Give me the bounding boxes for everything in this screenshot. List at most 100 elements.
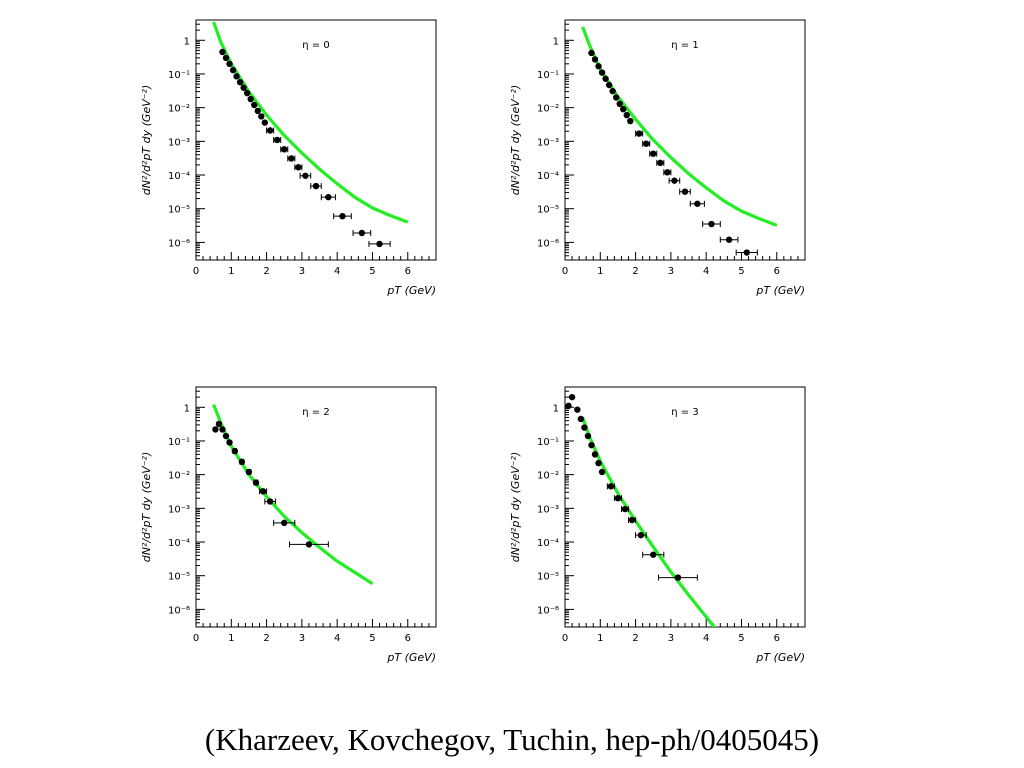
y-tick-label: 10⁻⁶ — [168, 605, 190, 616]
data-point — [273, 136, 281, 144]
y-tick-label: 10⁻⁵ — [537, 572, 559, 583]
data-point — [266, 498, 274, 505]
data-point — [222, 432, 230, 440]
x-tick-label: 0 — [562, 266, 568, 277]
x-tick-label: 3 — [299, 266, 305, 277]
x-tick-label: 0 — [193, 266, 199, 277]
data-point — [339, 212, 346, 220]
y-tick-label: 10⁻⁵ — [168, 205, 190, 216]
data-point — [614, 494, 622, 502]
data-point — [258, 113, 265, 120]
data-point — [243, 89, 251, 97]
data-point — [222, 54, 230, 62]
data-point — [226, 60, 233, 68]
data-point — [674, 574, 682, 581]
data-point — [694, 200, 701, 207]
data-point — [627, 117, 634, 125]
data-point — [251, 101, 258, 109]
chart-panel-1: 0 1 2 3 4 5 6 1 10⁻¹ 10⁻² 10⁻³ 10⁻⁴ 10⁻⁵ 10⁻⁶ η = 1 pT … — [509, 19, 806, 297]
x-tick-label: 5 — [369, 266, 375, 277]
x-axis-label: pT (GeV) — [386, 284, 436, 297]
data-point — [602, 75, 609, 82]
y-tick-label: 10⁻³ — [168, 137, 190, 148]
data-point — [584, 432, 592, 440]
x-tick-label: 6 — [405, 633, 411, 644]
data-point — [247, 95, 254, 103]
data-point — [598, 468, 606, 476]
data-point — [226, 439, 233, 446]
data-point — [231, 447, 239, 455]
x-tick-label: 4 — [334, 266, 340, 277]
y-tick-label: 10⁻¹ — [168, 70, 190, 81]
theory-curve — [581, 416, 717, 627]
x-axis-label: pT (GeV) — [755, 651, 805, 664]
x-tick-label: 1 — [228, 266, 234, 277]
y-axis-label: dN²/d²pT dy (GeV⁻²) — [140, 452, 153, 563]
data-point — [259, 488, 267, 495]
data-point — [288, 155, 295, 162]
chart-panel-3: 0 1 2 3 4 5 6 1 10⁻¹ 10⁻² 10⁻³ 10⁻⁴ 10⁻⁵ 10⁻⁶ η = 3 pT … — [509, 386, 806, 664]
data-point — [621, 505, 629, 513]
y-tick-label: 10⁻³ — [537, 137, 559, 148]
x-tick-label: 6 — [774, 633, 780, 644]
data-point — [240, 84, 247, 91]
data-point — [623, 111, 630, 119]
data-point — [266, 127, 274, 134]
data-point — [245, 468, 253, 476]
data-point — [591, 56, 599, 63]
y-tick-label: 10⁻⁵ — [168, 572, 190, 583]
x-tick-label: 2 — [263, 633, 269, 644]
x-tick-label: 0 — [562, 633, 568, 644]
x-tick-label: 1 — [228, 633, 234, 644]
y-tick-label: 1 — [553, 403, 559, 414]
panel-title: η = 1 — [671, 40, 698, 51]
data-point — [376, 240, 383, 248]
y-axis-label: dN²/d²pT dy (GeV⁻²) — [140, 85, 153, 196]
x-tick-label: 2 — [263, 266, 269, 277]
y-tick-label: 10⁻⁶ — [168, 238, 190, 249]
data-point — [591, 451, 599, 458]
data-point — [581, 424, 588, 431]
data-point — [743, 249, 750, 256]
y-tick-label: 10⁻⁵ — [537, 205, 559, 216]
data-point — [609, 87, 616, 95]
data-point — [671, 177, 678, 184]
chart-panel-0: 0 1 2 3 4 5 6 1 10⁻¹ 10⁻² 10⁻³ 10⁻⁴ 10⁻⁵ 10⁻⁶ η = 0 pT … — [140, 19, 437, 297]
panel-title: η = 2 — [302, 407, 329, 418]
panel-title: η = 3 — [671, 407, 698, 418]
data-point — [325, 193, 332, 201]
data-point — [681, 188, 689, 195]
chart-panel-2: 0 1 2 3 4 5 6 1 10⁻¹ 10⁻² 10⁻³ 10⁻⁴ 10⁻⁵ 10⁻⁶ η = 2 pT … — [140, 386, 437, 664]
data-point — [281, 146, 288, 153]
data-point — [295, 164, 302, 171]
x-tick-label: 4 — [703, 633, 709, 644]
y-tick-label: 10⁻¹ — [168, 437, 190, 448]
data-point — [312, 182, 320, 190]
data-point — [657, 159, 664, 167]
data-point — [664, 169, 671, 176]
data-point — [574, 406, 581, 413]
data-point — [215, 420, 223, 428]
data-point — [281, 519, 288, 527]
x-tick-label: 0 — [193, 633, 199, 644]
y-tick-label: 1 — [184, 36, 190, 47]
plot-frame — [195, 19, 437, 261]
theory-curve — [212, 21, 409, 224]
y-tick-label: 10⁻⁶ — [537, 238, 559, 249]
theory-curve — [212, 404, 374, 586]
x-tick-label: 6 — [405, 266, 411, 277]
y-tick-label: 1 — [184, 403, 190, 414]
data-point — [605, 81, 613, 89]
data-point — [588, 441, 595, 449]
x-axis-label: pT (GeV) — [386, 651, 436, 664]
data-point — [595, 63, 602, 70]
x-tick-label: 3 — [668, 266, 674, 277]
panel-title: η = 0 — [302, 40, 329, 51]
y-tick-label: 10⁻¹ — [537, 70, 559, 81]
data-point — [254, 107, 261, 115]
x-tick-label: 6 — [774, 266, 780, 277]
y-tick-label: 10⁻⁶ — [537, 605, 559, 616]
data-point — [588, 49, 595, 57]
data-point — [305, 541, 313, 548]
data-point — [219, 48, 226, 56]
